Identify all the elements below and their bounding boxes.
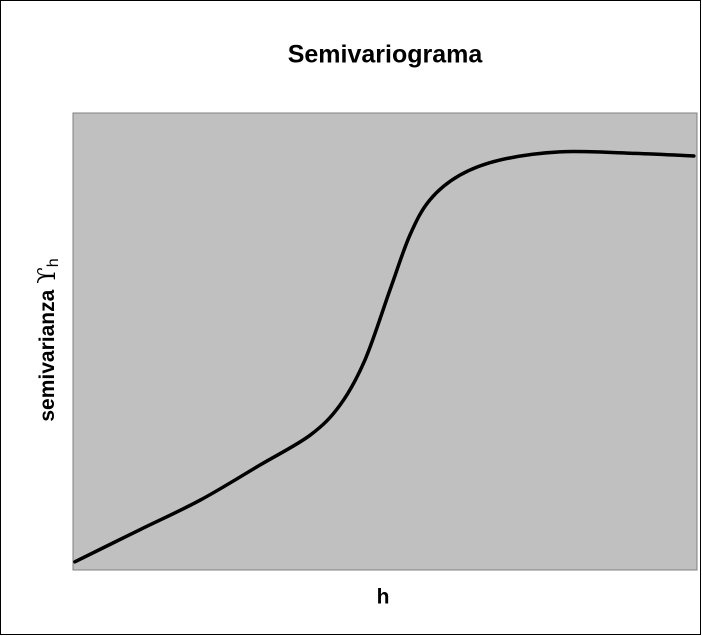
x-axis-label: h xyxy=(377,586,390,609)
y-axis-symbol: ϒ xyxy=(33,267,61,283)
y-axis-label: semivarianza ϒh xyxy=(33,258,63,421)
plot-area xyxy=(72,112,698,571)
series-line xyxy=(73,149,696,564)
y-axis-label-text: semivarianza xyxy=(36,289,59,421)
chart-title: Semivariograma xyxy=(288,41,484,69)
y-axis-subscript: h xyxy=(45,258,62,267)
